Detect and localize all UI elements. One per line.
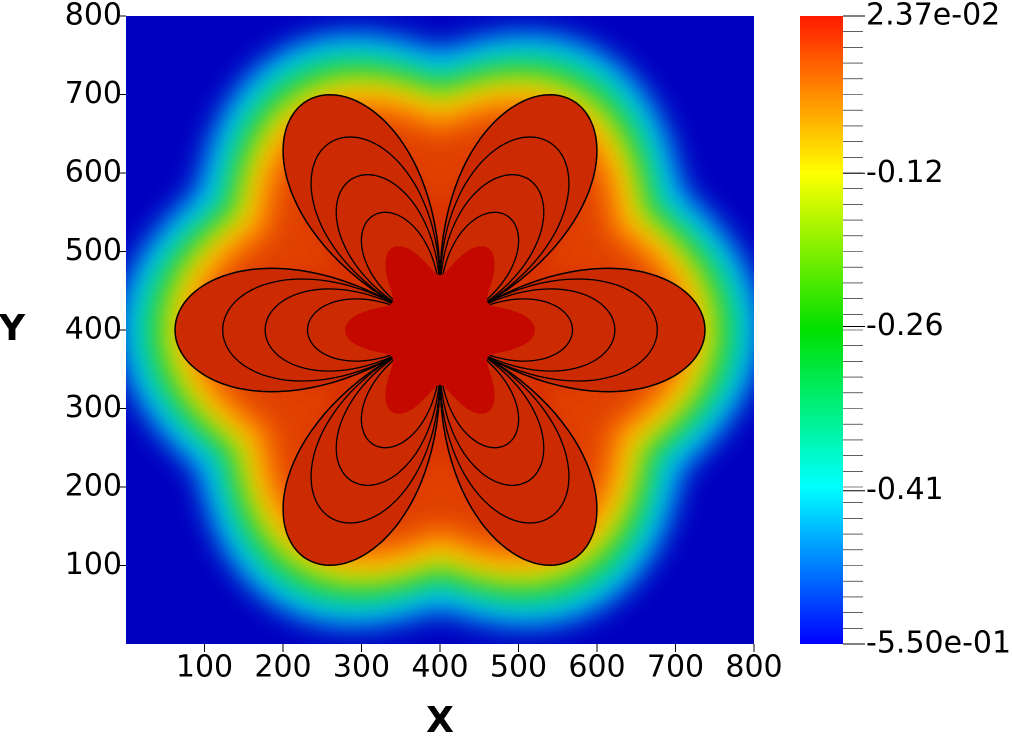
colorbar-tick-label: -5.50e-01 xyxy=(866,626,1011,661)
contour-line xyxy=(264,173,616,487)
x-tick-label: 200 xyxy=(254,650,311,685)
x-tick-label: 300 xyxy=(333,650,390,685)
y-tick-label: 100 xyxy=(65,547,122,582)
y-tick-label: 200 xyxy=(65,469,122,504)
x-tick-label: 400 xyxy=(411,650,468,685)
colorbar xyxy=(800,16,843,644)
x-axis-title: X xyxy=(426,700,454,739)
colorbar-tick-label: -0.12 xyxy=(866,155,944,190)
x-tick-label: 800 xyxy=(725,650,782,685)
x-tick-label: 500 xyxy=(490,650,547,685)
x-tick-label: 600 xyxy=(568,650,625,685)
colorbar-tick-label: -0.26 xyxy=(866,308,944,343)
y-axis-title: Y xyxy=(0,308,26,349)
contour-line xyxy=(306,211,574,449)
x-tick-label: 700 xyxy=(647,650,704,685)
y-tick-label: 300 xyxy=(65,390,122,425)
contour-line xyxy=(222,136,658,524)
x-tick-label: 100 xyxy=(176,650,233,685)
colorbar-tick-label: -0.41 xyxy=(866,472,944,507)
y-tick-label: 600 xyxy=(65,155,122,190)
y-tick-label: 800 xyxy=(65,0,122,33)
field-center xyxy=(345,246,535,414)
y-tick-label: 700 xyxy=(65,76,122,111)
y-tick-label: 500 xyxy=(65,233,122,268)
colorbar-tick-label: 2.37e-02 xyxy=(866,0,1000,33)
field xyxy=(126,16,754,644)
y-tick-label: 400 xyxy=(65,312,122,347)
